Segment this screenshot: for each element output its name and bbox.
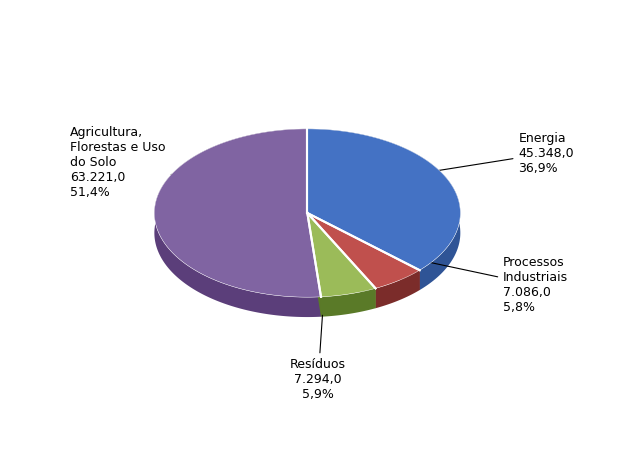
Polygon shape — [307, 213, 420, 290]
Text: Energia
45.348,0
36,9%: Energia 45.348,0 36,9% — [414, 132, 574, 175]
Polygon shape — [154, 129, 321, 317]
Polygon shape — [307, 213, 321, 317]
Polygon shape — [307, 129, 461, 290]
Text: Agricultura,
Florestas e Uso
do Solo
63.221,0
51,4%: Agricultura, Florestas e Uso do Solo 63.… — [70, 126, 225, 199]
Polygon shape — [307, 213, 375, 308]
Polygon shape — [154, 129, 321, 297]
Polygon shape — [321, 288, 375, 317]
Polygon shape — [307, 213, 375, 297]
Text: Resíduos
7.294,0
5,9%: Resíduos 7.294,0 5,9% — [290, 315, 346, 401]
Polygon shape — [375, 270, 420, 308]
Polygon shape — [307, 129, 461, 270]
Polygon shape — [307, 213, 420, 290]
Polygon shape — [307, 213, 375, 308]
Polygon shape — [307, 213, 321, 317]
Text: Processos
Industriais
7.086,0
5,8%: Processos Industriais 7.086,0 5,8% — [402, 256, 568, 314]
Polygon shape — [307, 213, 420, 288]
